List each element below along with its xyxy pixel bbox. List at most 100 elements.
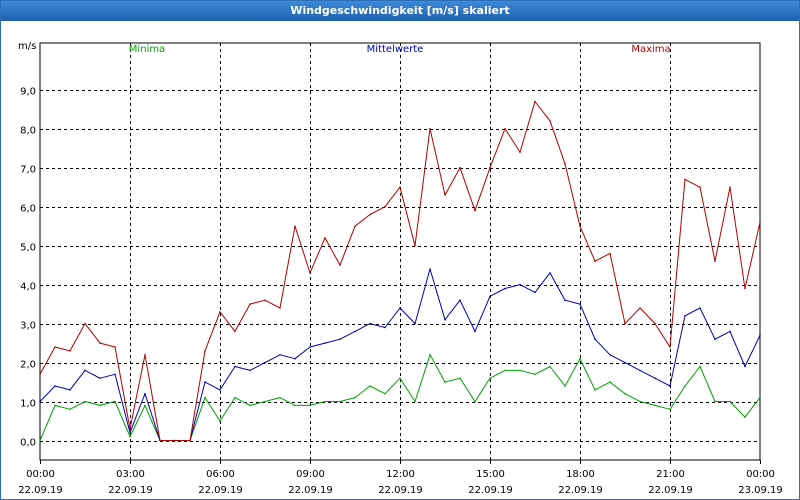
data-point-minima <box>414 400 416 403</box>
data-point-mittelwerte <box>309 346 311 348</box>
data-point-minima <box>369 385 371 387</box>
data-point-mittelwerte <box>444 318 446 321</box>
data-point-mittelwerte <box>99 377 101 380</box>
x-tick-time-label: 15:00 <box>476 469 505 480</box>
x-tick-time-label: 00:00 <box>26 469 55 480</box>
x-tick-date-label: 22.09.19 <box>108 485 153 496</box>
data-point-maxima <box>189 439 191 442</box>
x-tick-date-label: 22.09.19 <box>18 485 63 496</box>
y-tick-label: 2,0 <box>20 360 36 371</box>
data-point-mittelwerte <box>639 369 641 372</box>
data-point-mittelwerte <box>54 385 56 387</box>
data-point-minima <box>564 385 566 387</box>
data-point-mittelwerte <box>489 295 491 298</box>
axes: 0,0 1,0 2,0 3,0 4,0 5,0 6,0 7,0 8,0 9,0 00:00 22.09… <box>18 41 783 496</box>
line-chart: 0,0 1,0 2,0 3,0 4,0 5,0 6,0 7,0 8,0 9,0 00:00 22.09… <box>18 41 783 496</box>
y-tick-label: 0,0 <box>20 438 36 449</box>
data-point-minima <box>579 357 581 360</box>
x-tick-time-label: 18:00 <box>566 469 595 480</box>
data-point-mittelwerte <box>474 330 476 333</box>
x-tick-time-label: 00:00 <box>746 469 775 480</box>
data-point-mittelwerte <box>384 326 386 329</box>
data-point-minima <box>594 389 596 391</box>
data-point-minima <box>234 396 236 399</box>
data-point-maxima <box>624 322 626 325</box>
data-point-maxima <box>369 213 371 216</box>
data-point-maxima <box>579 225 581 227</box>
data-point-maxima <box>609 252 611 255</box>
data-point-minima <box>264 400 266 403</box>
data-point-maxima <box>444 194 446 196</box>
data-point-maxima <box>504 127 506 130</box>
data-point-minima <box>384 392 386 395</box>
data-point-maxima <box>264 299 266 302</box>
data-point-mittelwerte <box>744 365 746 368</box>
x-tick-date-label: 22.09.19 <box>198 485 243 496</box>
y-tick-label: 8,0 <box>20 126 36 137</box>
x-tick-date-label: 23.09.19 <box>738 485 783 496</box>
data-point-mittelwerte <box>399 307 401 309</box>
data-point-minima <box>639 400 641 403</box>
data-point-mittelwerte <box>714 338 716 341</box>
data-point-maxima <box>489 166 491 169</box>
x-tick-time-label: 09:00 <box>296 469 325 480</box>
data-point-mittelwerte <box>429 268 431 270</box>
data-point-maxima <box>99 342 101 344</box>
window-title: Windgeschwindigkeit [m/s] skaliert <box>1 1 799 21</box>
data-point-maxima <box>564 163 566 165</box>
data-point-mittelwerte <box>594 338 596 341</box>
data-point-maxima <box>414 244 416 247</box>
x-tick-time-label: 03:00 <box>116 469 145 480</box>
data-point-maxima <box>729 186 731 188</box>
data-point-mittelwerte <box>654 377 656 380</box>
data-point-maxima <box>519 151 521 153</box>
x-tick-date-label: 22.09.19 <box>378 485 423 496</box>
y-tick-label: 7,0 <box>20 165 36 176</box>
y-tick-label: 6,0 <box>20 204 36 215</box>
data-point-mittelwerte <box>249 369 251 372</box>
data-point-maxima <box>234 330 236 333</box>
data-point-mittelwerte <box>579 303 581 305</box>
data-point-maxima <box>159 439 161 442</box>
data-point-maxima <box>684 178 686 181</box>
x-tick-date-label: 22.09.19 <box>558 485 603 496</box>
data-point-minima <box>54 404 56 407</box>
data-point-mittelwerte <box>609 354 611 356</box>
data-point-maxima <box>714 260 716 262</box>
data-point-maxima <box>204 350 206 352</box>
y-tick-label: 5,0 <box>20 243 36 254</box>
data-point-mittelwerte <box>564 299 566 302</box>
data-point-mittelwerte <box>264 361 266 364</box>
data-point-minima <box>534 373 536 376</box>
data-point-maxima <box>654 322 656 325</box>
data-point-maxima <box>84 322 86 325</box>
x-tick-date-label: 22.09.19 <box>468 485 513 496</box>
data-point-minima <box>114 400 116 403</box>
data-point-minima <box>429 354 431 356</box>
data-point-maxima <box>639 307 641 309</box>
data-point-mittelwerte <box>624 361 626 364</box>
data-point-maxima <box>324 237 326 239</box>
data-point-minima <box>129 435 131 438</box>
data-point-mittelwerte <box>504 287 506 290</box>
data-point-mittelwerte <box>219 389 221 391</box>
data-point-minima <box>144 404 146 407</box>
data-point-maxima <box>699 186 701 188</box>
data-point-maxima <box>549 120 551 122</box>
data-point-maxima <box>459 166 461 169</box>
data-point-minima <box>39 439 41 442</box>
data-point-maxima <box>114 346 116 348</box>
data-point-minima <box>399 377 401 380</box>
data-point-mittelwerte <box>144 392 146 395</box>
data-point-mittelwerte <box>69 389 71 391</box>
data-point-mittelwerte <box>204 381 206 383</box>
data-point-maxima <box>354 225 356 227</box>
y-tick-label: 9,0 <box>20 87 36 98</box>
data-point-mittelwerte <box>759 334 761 337</box>
data-point-maxima <box>474 209 476 212</box>
y-tick-label: 4,0 <box>20 282 36 293</box>
data-point-maxima <box>429 127 431 130</box>
data-point-minima <box>249 404 251 407</box>
data-point-maxima <box>39 373 41 376</box>
data-point-mittelwerte <box>459 299 461 302</box>
